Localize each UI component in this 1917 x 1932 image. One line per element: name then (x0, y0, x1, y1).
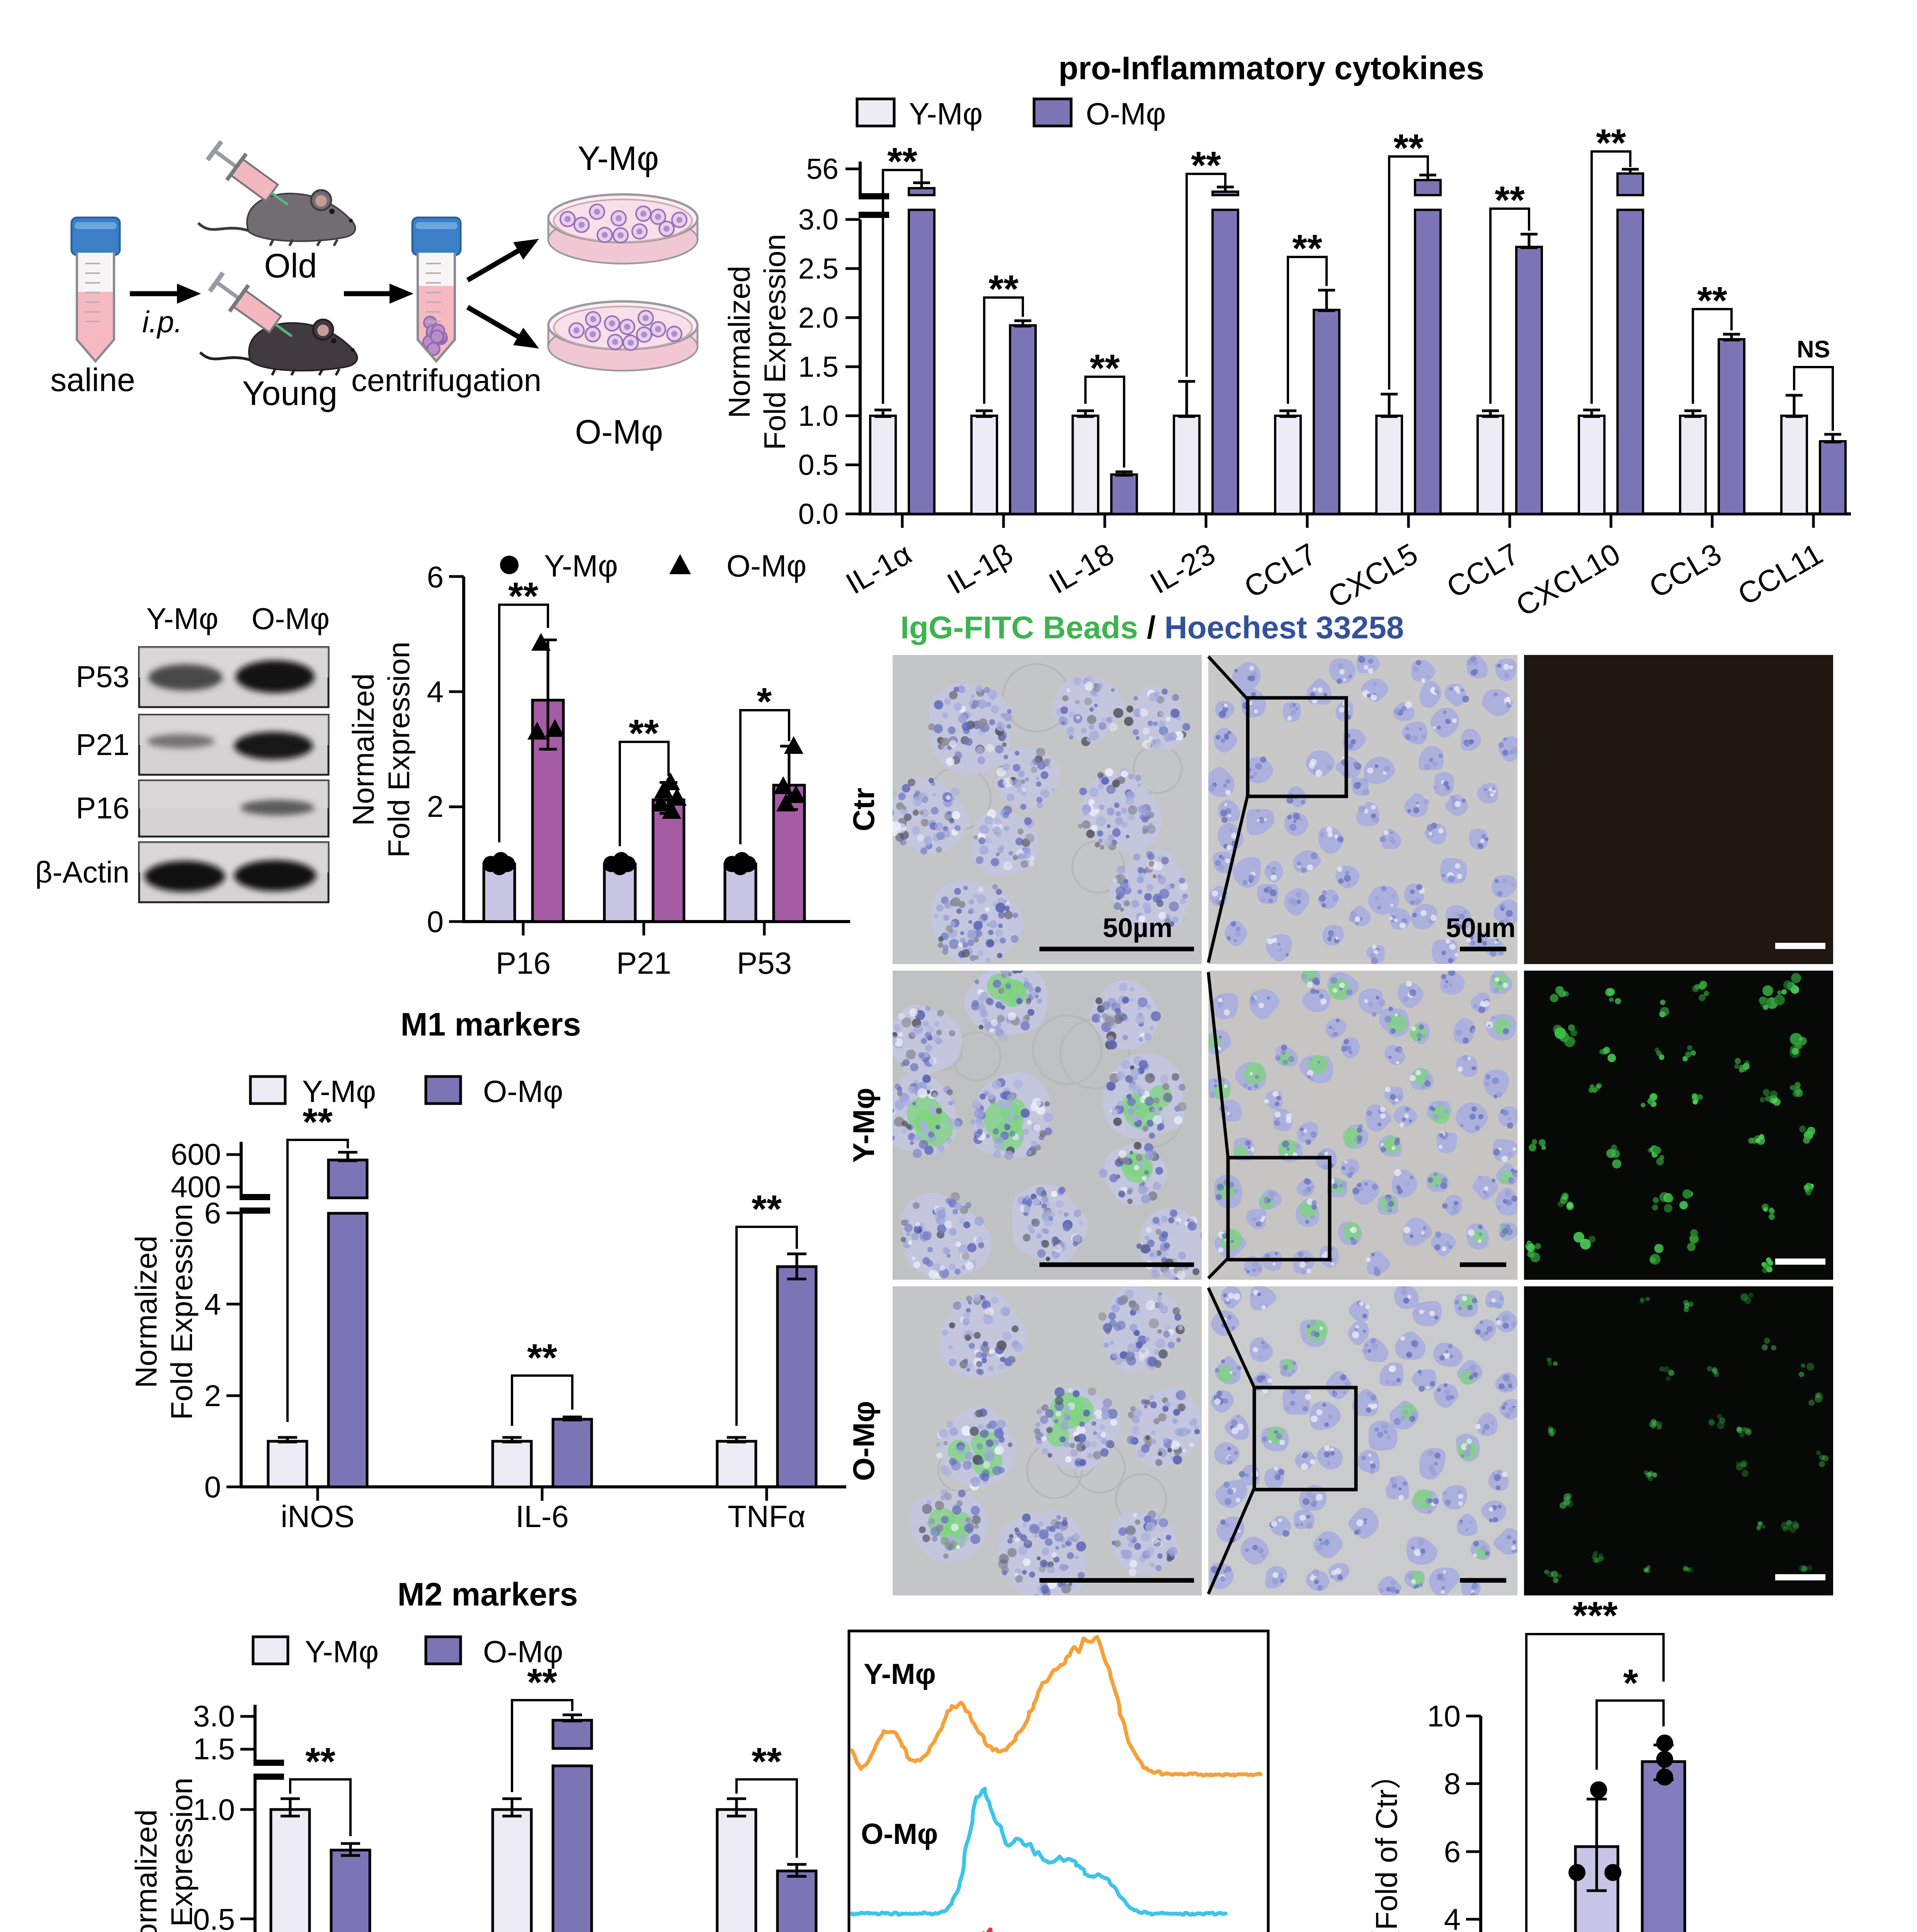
svg-text:Y-Mφ: Y-Mφ (864, 1658, 936, 1690)
svg-text:**: ** (1090, 347, 1120, 390)
svg-text:**: ** (752, 1740, 782, 1783)
svg-text:**: ** (988, 267, 1019, 311)
svg-text:P16: P16 (76, 791, 129, 825)
svg-text:*: * (757, 680, 772, 723)
svg-text:O-Mφ: O-Mφ (252, 602, 330, 636)
svg-text:2: 2 (204, 1379, 221, 1413)
svg-text:600: 600 (171, 1137, 221, 1171)
svg-text:0: 0 (427, 905, 444, 939)
svg-text:**: ** (305, 1740, 335, 1783)
svg-text:Y-Mφ: Y-Mφ (146, 602, 218, 636)
svg-text:Y-Mφ: Y-Mφ (847, 1088, 881, 1163)
svg-text:0.0: 0.0 (798, 498, 839, 530)
svg-text:**: ** (1393, 126, 1424, 170)
svg-text:**: ** (1697, 279, 1727, 322)
svg-text:6: 6 (427, 560, 444, 594)
svg-text:0: 0 (204, 1470, 221, 1504)
svg-text:TNFα: TNFα (728, 1499, 806, 1534)
svg-text:56: 56 (806, 153, 839, 185)
svg-text:2: 2 (427, 789, 444, 823)
svg-text:P53: P53 (737, 946, 792, 980)
svg-text:Young: Young (242, 374, 337, 412)
svg-text:0.5: 0.5 (798, 449, 839, 481)
svg-text:β-Actin: β-Actin (35, 855, 129, 889)
svg-text:*: * (1623, 1662, 1638, 1705)
svg-text:saline: saline (50, 362, 135, 398)
svg-text:**: ** (303, 1100, 333, 1144)
svg-text:NormalizedFold Expression: NormalizedFold Expression (346, 641, 416, 857)
svg-text:NS: NS (1797, 336, 1830, 363)
svg-text:O-Mφ: O-Mφ (483, 1074, 563, 1109)
svg-text:3.0: 3.0 (798, 203, 839, 236)
svg-text:6: 6 (1444, 1835, 1461, 1869)
svg-text:O-Mφ: O-Mφ (861, 1818, 938, 1850)
svg-text:**: ** (1596, 121, 1626, 165)
svg-text:**: ** (508, 575, 538, 618)
svg-text:1.5: 1.5 (798, 350, 839, 383)
svg-text:**: ** (1292, 227, 1322, 270)
svg-text:M1 markers: M1 markers (401, 1006, 581, 1043)
svg-text:IL-6: IL-6 (515, 1499, 569, 1534)
svg-text:4: 4 (204, 1287, 221, 1321)
svg-text:P21: P21 (616, 946, 671, 980)
svg-text:6: 6 (204, 1196, 221, 1230)
svg-text:400: 400 (171, 1170, 221, 1204)
svg-text:Y-Mφ: Y-Mφ (578, 139, 659, 177)
svg-text:O-Mφ: O-Mφ (483, 1634, 563, 1669)
svg-text:Old: Old (264, 247, 317, 285)
svg-text:IgG-FITC Beads / Hoechest 3325: IgG-FITC Beads / Hoechest 33258 (900, 610, 1404, 645)
svg-text:8: 8 (1444, 1767, 1461, 1801)
svg-text:**: ** (527, 1336, 557, 1379)
svg-text:pro-Inflammatory cytokines: pro-Inflammatory cytokines (1058, 50, 1484, 86)
svg-text:**: ** (1495, 179, 1525, 222)
svg-text:**: ** (527, 1661, 557, 1704)
svg-text:P21: P21 (76, 728, 129, 762)
svg-text:O-Mφ: O-Mφ (1086, 97, 1166, 131)
svg-text:3.0: 3.0 (193, 1699, 235, 1733)
svg-text:4: 4 (1444, 1902, 1461, 1932)
svg-text:0.5: 0.5 (193, 1902, 235, 1932)
svg-text:2.5: 2.5 (798, 252, 839, 285)
svg-text:NormalizedFold Expression: NormalizedFold Expression (129, 1777, 199, 1932)
svg-text:50µm: 50µm (1103, 913, 1172, 943)
svg-text:MFI（Fold of Ctr）: MFI（Fold of Ctr） (1369, 1759, 1403, 1932)
svg-text:1.5: 1.5 (193, 1732, 235, 1766)
svg-text:NormalizedFold Expression: NormalizedFold Expression (129, 1204, 199, 1420)
svg-text:i.p.: i.p. (142, 305, 182, 339)
svg-text:2.0: 2.0 (798, 301, 839, 334)
svg-text:M2 markers: M2 markers (398, 1576, 578, 1612)
svg-text:O-Mφ: O-Mφ (726, 549, 806, 583)
svg-text:P16: P16 (496, 946, 551, 980)
svg-text:NormalizedFold Expression: NormalizedFold Expression (722, 234, 792, 450)
svg-text:1.0: 1.0 (798, 400, 839, 432)
svg-text:***: *** (1573, 1594, 1618, 1637)
svg-text:O-Mφ: O-Mφ (575, 413, 663, 451)
svg-text:4: 4 (427, 675, 444, 709)
svg-text:centrifugation: centrifugation (351, 363, 541, 398)
svg-text:50µm: 50µm (1446, 913, 1516, 943)
svg-text:**: ** (1191, 144, 1221, 187)
svg-text:**: ** (629, 712, 659, 755)
svg-text:**: ** (752, 1187, 782, 1231)
svg-text:1.0: 1.0 (193, 1793, 235, 1827)
svg-text:P53: P53 (76, 660, 129, 694)
svg-text:Y-Mφ: Y-Mφ (302, 1074, 376, 1109)
svg-text:Y-Mφ: Y-Mφ (909, 97, 983, 131)
svg-text:Y-Mφ: Y-Mφ (544, 549, 618, 583)
svg-text:Y-Mφ: Y-Mφ (305, 1634, 379, 1669)
svg-text:10: 10 (1427, 1699, 1461, 1733)
svg-text:**: ** (887, 140, 917, 183)
svg-text:O-Mφ: O-Mφ (847, 1401, 881, 1481)
svg-text:Ctr: Ctr (847, 788, 881, 832)
svg-text:iNOS: iNOS (281, 1499, 354, 1534)
